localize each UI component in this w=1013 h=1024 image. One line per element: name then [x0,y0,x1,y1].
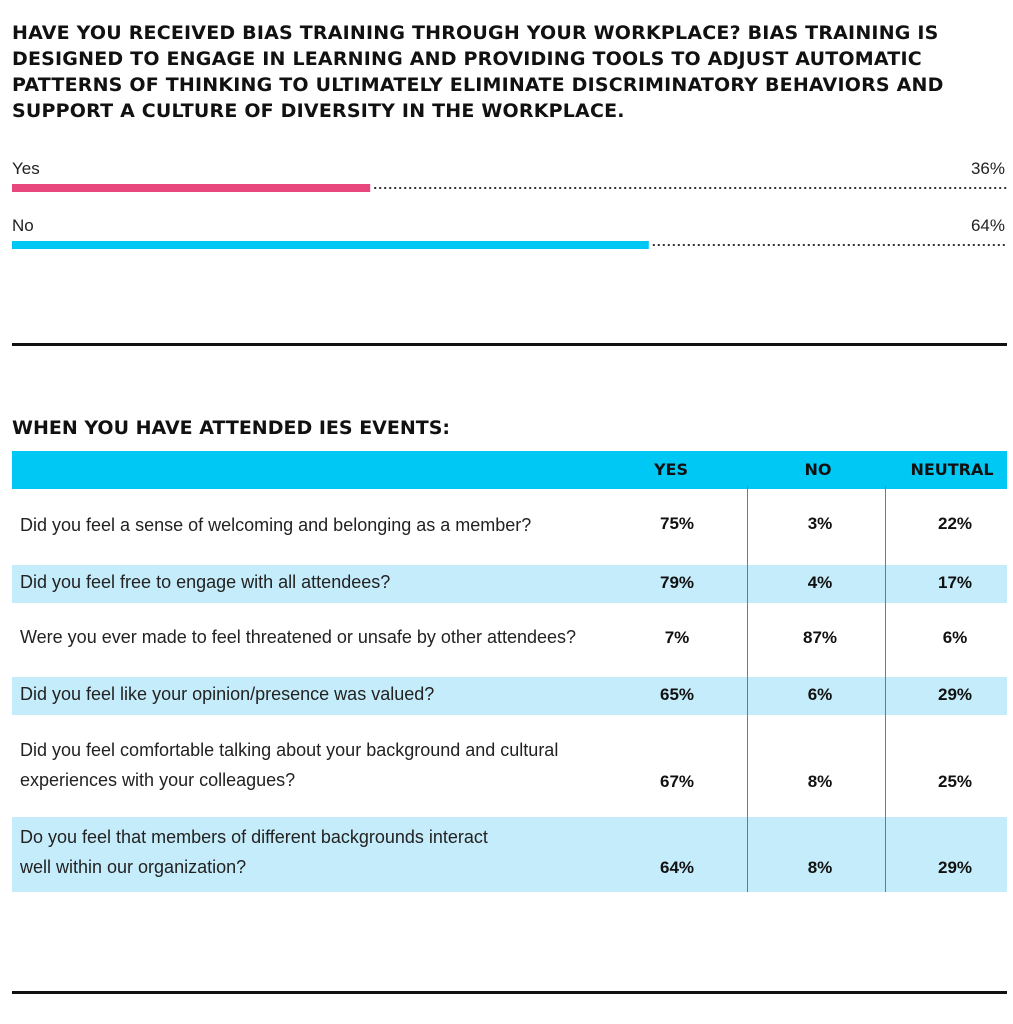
column-header-yes: YES [653,460,689,479]
cell-no: 6% [807,685,833,704]
row-question: Were you ever made to feel threatened or… [20,627,577,647]
row-question: Did you feel a sense of welcoming and be… [20,515,532,535]
table-row: Did you feel a sense of welcoming and be… [12,489,1007,563]
row-question-line-1: Do you feel that members of different ba… [20,827,488,847]
table-header: YES NO NEUTRAL [12,451,1007,489]
cell-no: 8% [807,772,833,791]
row-question: Did you feel free to engage with all att… [20,572,391,592]
section-divider [12,343,1007,346]
cell-neutral: 29% [937,685,973,704]
bar-value-yes: 36% [970,159,1005,178]
cell-yes: 64% [659,858,695,877]
bottom-divider [12,991,1007,994]
cell-no: 8% [807,858,833,877]
bar-yes [12,184,371,192]
column-divider [747,486,748,892]
cell-yes: 7% [664,628,690,647]
cell-yes: 79% [659,573,695,592]
cell-no: 87% [802,628,838,647]
cell-neutral: 25% [937,772,973,791]
cell-no: 4% [807,573,833,592]
cell-no: 3% [807,514,833,533]
bar-label-yes: Yes [12,159,40,178]
bar-value-no: 64% [970,216,1005,235]
table-row: Did you feel comfortable talking about y… [12,717,1007,817]
cell-neutral: 17% [937,573,973,592]
row-question-line-1: Did you feel comfortable talking about y… [20,740,559,760]
cell-neutral: 22% [937,514,973,533]
bar-no [12,241,649,249]
column-divider [885,486,886,892]
cell-yes: 75% [659,514,695,533]
table-row: Did you feel free to engage with all att… [12,565,1007,603]
table-title: WHEN YOU HAVE ATTENDED IES EVENTS: [12,417,451,439]
cell-neutral: 6% [942,628,968,647]
question-title: HAVE YOU RECEIVED BIAS TRAINING THROUGH … [12,22,944,122]
row-question: Did you feel like your opinion/presence … [20,684,435,704]
table-row: Did you feel like your opinion/presence … [12,677,1007,715]
cell-yes: 67% [659,772,695,791]
column-header-neutral: NEUTRAL [910,460,994,479]
cell-neutral: 29% [937,858,973,877]
row-question-line-2: well within our organization? [20,857,247,877]
column-header-no: NO [804,460,832,479]
table-row: Do you feel that members of different ba… [12,817,1007,892]
table-row: Were you ever made to feel threatened or… [12,603,1007,677]
cell-yes: 65% [659,685,695,704]
bar-chart-plot [12,184,1007,249]
row-question-line-2: experiences with your colleagues? [20,770,296,790]
bar-label-no: No [12,216,34,235]
